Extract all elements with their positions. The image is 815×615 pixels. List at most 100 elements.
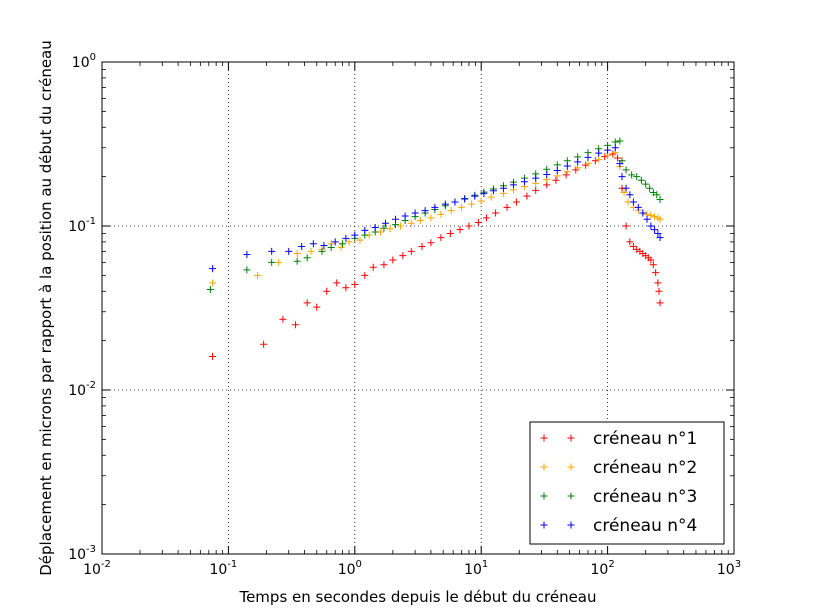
data-point xyxy=(209,279,217,287)
legend: créneau n°1 créneau n°2 créneau n°3 créneau… xyxy=(529,421,725,545)
legend-label: créneau n°4 xyxy=(593,516,697,536)
data-point xyxy=(461,195,469,203)
data-point xyxy=(456,226,464,234)
data-point xyxy=(563,162,571,170)
data-point xyxy=(268,258,276,266)
data-point xyxy=(399,252,407,260)
y-tick-label: 100 xyxy=(72,52,96,71)
data-point xyxy=(361,271,369,279)
x-tick-exponent: 2 xyxy=(608,559,614,570)
x-tick-label: 10-2 xyxy=(83,559,111,578)
x-tick-exponent: -1 xyxy=(227,559,237,570)
data-point xyxy=(653,191,661,199)
data-point xyxy=(458,203,466,211)
data-point xyxy=(474,219,482,227)
data-point xyxy=(293,257,301,265)
x-tick-labels: 10-2 10-1 100 101 102 103 xyxy=(83,559,741,578)
data-point xyxy=(260,340,268,348)
data-point xyxy=(309,240,317,248)
data-point xyxy=(487,193,495,201)
data-point xyxy=(656,196,664,204)
legend-marker xyxy=(567,521,575,529)
data-point xyxy=(595,155,603,163)
data-point xyxy=(292,321,300,329)
data-point xyxy=(574,164,582,172)
data-point xyxy=(356,236,364,244)
data-point xyxy=(651,226,659,234)
data-point xyxy=(323,287,331,295)
data-point xyxy=(351,231,359,239)
data-point xyxy=(480,189,488,197)
x-tick-label: 10-1 xyxy=(209,559,237,578)
data-point xyxy=(342,284,350,292)
legend-entry-4: créneau n°4 xyxy=(540,516,697,536)
data-point xyxy=(614,154,622,162)
data-point xyxy=(437,234,445,242)
data-point xyxy=(595,149,603,157)
legend-entry-2: créneau n°2 xyxy=(540,458,697,478)
data-point xyxy=(552,176,560,184)
data-point xyxy=(584,153,592,161)
data-point xyxy=(647,222,655,230)
data-point xyxy=(275,258,283,266)
data-point xyxy=(626,238,634,246)
data-point xyxy=(512,198,520,206)
data-point xyxy=(351,280,359,288)
data-point xyxy=(647,256,655,264)
data-point xyxy=(392,215,400,223)
data-point xyxy=(646,184,654,192)
data-point xyxy=(437,210,445,218)
data-point xyxy=(371,223,379,231)
x-tick-base: 10 xyxy=(209,562,227,578)
data-point xyxy=(416,217,424,225)
data-point xyxy=(520,178,528,186)
y-tick-label: 10-1 xyxy=(68,216,96,235)
data-point xyxy=(643,215,651,223)
data-point xyxy=(626,191,634,199)
data-point xyxy=(656,234,664,242)
y-axis-title: Déplacement en microns par rapport à la … xyxy=(37,40,55,576)
data-point xyxy=(268,247,276,255)
data-point xyxy=(451,198,459,206)
legend-label: créneau n°2 xyxy=(593,458,697,478)
y-tick-base: 10 xyxy=(68,547,86,563)
y-tick-exponent: -3 xyxy=(86,544,96,555)
data-point xyxy=(337,243,345,251)
data-point xyxy=(616,137,624,145)
data-point xyxy=(477,197,485,205)
data-point xyxy=(591,157,599,165)
data-point xyxy=(503,203,511,211)
x-tick-base: 10 xyxy=(83,562,101,578)
data-point xyxy=(562,171,570,179)
x-tick-exponent: 1 xyxy=(482,559,488,570)
data-point xyxy=(389,256,397,264)
legend-entry-1: créneau n°1 xyxy=(540,429,697,449)
data-point xyxy=(633,173,641,181)
data-point xyxy=(307,247,315,255)
data-point xyxy=(618,173,626,181)
y-tick-label: 10-2 xyxy=(68,380,96,399)
data-point xyxy=(421,207,429,215)
data-point xyxy=(431,203,439,211)
data-point xyxy=(465,222,473,230)
y-tick-label: 10-3 xyxy=(68,544,96,563)
legend-marker xyxy=(540,463,548,471)
data-point xyxy=(209,265,217,273)
data-point xyxy=(339,240,347,248)
y-tick-exponent: -1 xyxy=(86,216,96,227)
data-point xyxy=(651,213,659,221)
data-point xyxy=(622,166,630,174)
grid xyxy=(102,62,734,554)
data-point xyxy=(574,158,582,166)
data-point xyxy=(629,198,637,206)
series-layer xyxy=(206,137,664,361)
data-point xyxy=(616,160,624,168)
x-tick-base: 10 xyxy=(590,562,608,578)
legend-label: créneau n°1 xyxy=(593,429,697,449)
data-point xyxy=(639,209,647,217)
legend-marker xyxy=(540,492,548,500)
data-point xyxy=(386,225,394,233)
data-point xyxy=(320,242,328,250)
x-tick-base: 10 xyxy=(717,562,735,578)
